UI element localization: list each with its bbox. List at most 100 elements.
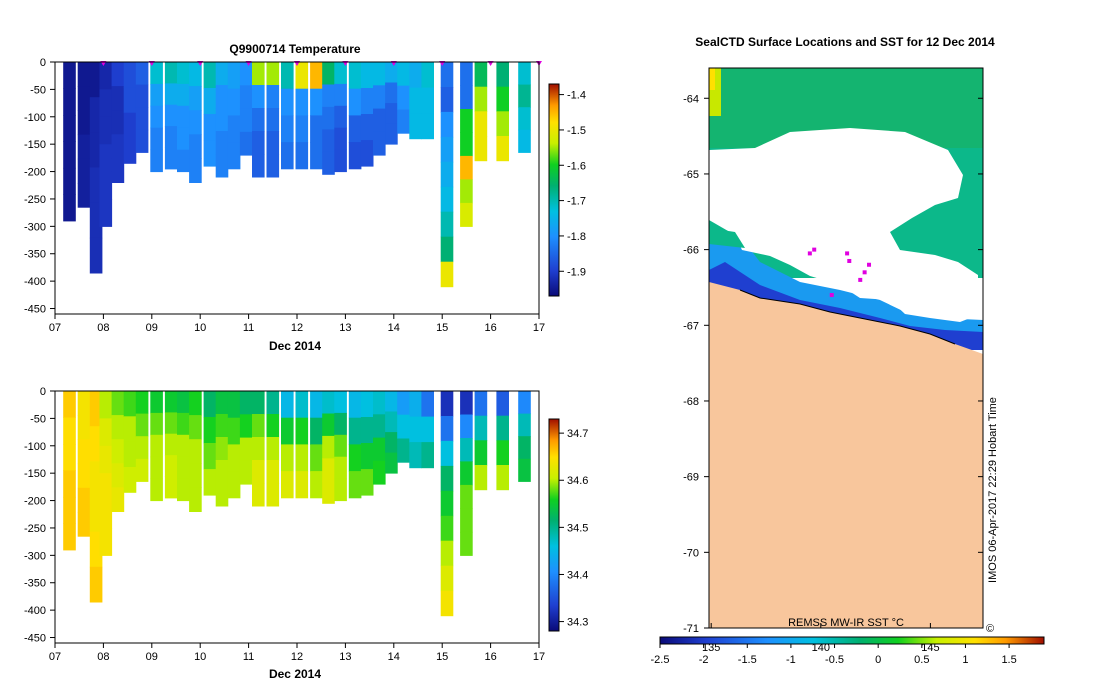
sst-colorbar <box>659 636 1045 645</box>
profile-cell <box>89 62 103 98</box>
profile-cell <box>63 523 76 551</box>
profile-cell <box>360 391 374 418</box>
y-tick-label: 0 <box>40 386 46 398</box>
profile-cell <box>164 83 178 106</box>
profile-cell <box>348 62 362 90</box>
profile-cell <box>385 62 398 83</box>
profile-cell <box>334 391 347 414</box>
profile-cell <box>99 144 113 173</box>
profile-cell <box>77 463 91 489</box>
profile-cell <box>397 62 410 87</box>
profile-cell <box>252 108 265 132</box>
profile-cell <box>150 391 163 414</box>
profile-cell <box>123 112 137 139</box>
profile-cell <box>63 444 76 471</box>
profile-cell <box>348 417 362 445</box>
profile-cell <box>215 460 229 484</box>
x-tick-label: 16 <box>484 322 496 334</box>
profile-cell <box>266 437 280 461</box>
profile-cell <box>474 62 488 88</box>
profile-cell <box>77 512 91 537</box>
profile-cell <box>409 87 422 114</box>
profile-cell <box>322 391 335 414</box>
profile-cell <box>239 108 253 133</box>
profile-cell <box>460 155 473 180</box>
profile-cell <box>99 473 113 502</box>
profile-cell <box>322 151 335 175</box>
profile-cell <box>266 62 280 86</box>
profile-cell <box>99 445 113 474</box>
profile-cell <box>99 62 113 90</box>
profile-cell <box>421 113 434 140</box>
seal-location-point <box>862 270 867 275</box>
profile-cell <box>385 82 398 104</box>
profile-cell <box>252 62 265 86</box>
profile-cell <box>203 114 217 141</box>
profile-cell <box>227 444 241 472</box>
profile-cell <box>227 115 241 143</box>
profile-cell <box>135 129 149 153</box>
profile-cell <box>348 471 362 499</box>
profile-cell <box>373 437 386 462</box>
colorbar-tick-label: 34.6 <box>567 475 588 487</box>
y-tick-label: -350 <box>24 249 46 261</box>
profile-cell <box>77 183 91 208</box>
profile-cell <box>474 391 488 417</box>
seal-location-point <box>847 258 852 263</box>
colorbar-tick-label: -1.5 <box>567 125 586 137</box>
profile-cell <box>111 158 125 183</box>
profile-cell <box>77 134 91 160</box>
y-tick-label: -250 <box>24 523 46 535</box>
map-title: SealCTD Surface Locations and SST for 12… <box>695 35 995 49</box>
profile-cell <box>63 115 76 142</box>
profile-cell <box>266 414 280 438</box>
sst-colorbar-ticks: -2.5 -2 -1.5 -1 -0.5 0 0.5 1 1.5 <box>651 644 1017 666</box>
profile-cell <box>373 108 386 133</box>
profile-cell <box>150 149 163 173</box>
profile-cell <box>518 391 531 415</box>
profile-cell <box>281 88 294 116</box>
profile-cell <box>150 62 163 85</box>
profile-cell <box>385 452 398 474</box>
profile-cell <box>77 415 91 440</box>
copyright-symbol: © <box>986 623 994 635</box>
y-tick-label: -50 <box>30 84 46 96</box>
profile-cell <box>322 84 335 108</box>
profile-cell <box>99 199 113 227</box>
profile-cell <box>310 444 323 472</box>
profile-cell <box>295 444 309 472</box>
x-tick-label: 13 <box>339 651 351 663</box>
profile-cell <box>239 131 253 156</box>
profile-cell <box>164 62 178 84</box>
profile-cell <box>239 437 253 462</box>
y-tick-label: -100 <box>24 112 46 124</box>
y-tick-label: -450 <box>24 304 46 316</box>
profile-cell <box>440 490 454 517</box>
profile-cell <box>409 113 422 140</box>
lon-tick-label: 140 <box>812 642 830 654</box>
profile-cell <box>227 417 241 445</box>
profile-cell <box>460 531 473 556</box>
profile-cell <box>150 105 163 129</box>
colorbar-tick-label: 34.4 <box>567 569 588 581</box>
profile-cell <box>440 211 454 238</box>
profile-cell <box>99 391 113 419</box>
lat-tick-label: -70 <box>683 547 699 559</box>
profile-cell <box>177 434 190 458</box>
colorbar-tick-label: -1.9 <box>567 266 586 278</box>
profile-cell <box>460 484 473 509</box>
profile-cell <box>474 440 488 466</box>
profile-cell <box>295 62 309 90</box>
profile-cell <box>203 88 217 115</box>
profile-cell <box>440 590 454 617</box>
profile-cell <box>189 391 202 416</box>
profile-cell <box>310 115 323 143</box>
profile-cell <box>164 147 178 170</box>
profile-cell <box>334 127 347 151</box>
colorbar-tick-label: 34.7 <box>567 428 588 440</box>
profile-cell <box>150 83 163 107</box>
profile-cell <box>421 442 434 469</box>
y-tick-label: -150 <box>24 468 46 480</box>
profile-cell <box>77 158 91 184</box>
profile-cell <box>440 87 454 113</box>
